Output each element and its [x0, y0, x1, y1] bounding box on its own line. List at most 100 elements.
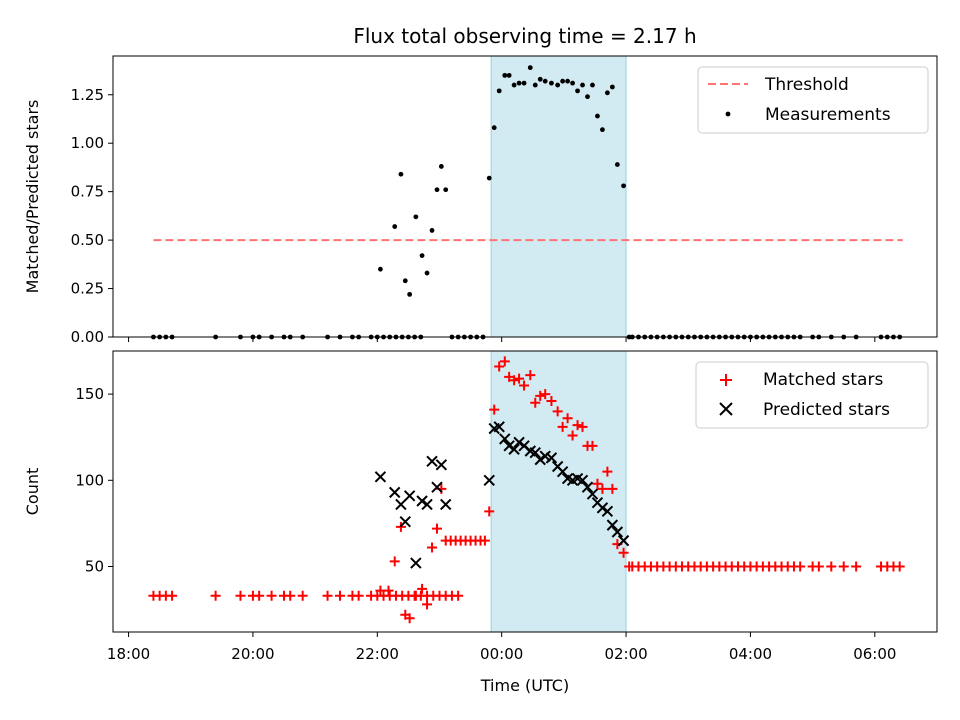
measurement-point	[434, 187, 440, 193]
measurement-point	[580, 82, 585, 88]
measurement-point	[398, 171, 404, 177]
y-tick-label: 0.00	[71, 328, 104, 346]
measurement-point	[590, 82, 595, 88]
matched-star-point	[509, 375, 520, 386]
matched-star-point	[210, 590, 221, 601]
predicted-star-point	[435, 459, 448, 471]
measurement-point	[609, 84, 615, 90]
matched-star-point	[519, 380, 530, 391]
measurement-point	[542, 78, 548, 84]
axes-frame	[112, 350, 938, 633]
chart-title: Flux total observing time = 2.17 h	[353, 24, 696, 48]
predicted-star-point	[395, 498, 407, 511]
x-tick-label: 04:00	[729, 645, 772, 663]
matched-star-point	[489, 404, 500, 415]
matched-star-point	[587, 440, 598, 451]
predicted-star-point	[499, 433, 511, 445]
matched-star-point	[894, 561, 905, 572]
matched-star-point	[266, 590, 277, 601]
matched-star-point	[535, 390, 546, 401]
matched-star-point	[453, 590, 464, 601]
matched-star-point	[546, 395, 557, 406]
matched-star-point	[432, 523, 443, 534]
measurement-point	[614, 162, 620, 167]
predicted-star-point	[617, 534, 630, 547]
predicted-star-point	[440, 498, 452, 511]
matched-star-point	[484, 506, 495, 517]
legend-measurement-swatch	[725, 111, 731, 117]
measurement-point	[532, 82, 538, 88]
matched-star-point	[552, 406, 563, 417]
y-tick-label: 0.50	[71, 231, 104, 249]
legend-matched-label: Matched stars	[763, 370, 883, 390]
matched-star-point	[525, 370, 536, 381]
y-tick-label: 50	[85, 557, 104, 575]
measurement-point	[402, 278, 408, 284]
measurement-point	[419, 253, 425, 259]
measurement-point	[506, 72, 512, 78]
measurement-point	[491, 125, 497, 131]
axes-frame	[112, 55, 938, 338]
matched-star-point	[562, 413, 573, 424]
predicted-star-point	[611, 526, 624, 538]
predicted-star-point	[431, 481, 443, 493]
measurement-point	[521, 80, 527, 86]
measurement-point	[407, 291, 413, 297]
y-axis-label: Matched/Predicted stars	[23, 100, 42, 294]
legend-predicted-swatch	[719, 402, 733, 416]
measurement-point	[570, 80, 575, 86]
matched-star-point	[389, 556, 400, 567]
x-tick-label: 22:00	[356, 645, 399, 663]
predicted-star-point	[426, 455, 438, 468]
matched-star-point	[618, 547, 629, 558]
matched-star-point	[567, 430, 578, 441]
measurement-point	[595, 113, 600, 119]
matched-star-point	[602, 466, 613, 477]
predicted-star-point	[503, 440, 515, 452]
predicted-star-point	[581, 481, 594, 493]
observing-window-span	[491, 56, 627, 337]
matched-star-point	[795, 561, 806, 572]
matched-star-point	[557, 421, 568, 432]
measurement-point	[438, 164, 444, 169]
matched-star-point	[285, 590, 296, 601]
measurement-point	[486, 175, 492, 181]
predicted-star-point	[545, 452, 558, 464]
predicted-star-point	[389, 486, 401, 499]
measurement-point	[516, 80, 522, 86]
matched-star-point	[607, 483, 618, 494]
ratio-panel: 0.00 0.25 0.50 0.75 1.00 1.25 Matched/Predicte…	[23, 55, 938, 346]
measurement-point	[537, 76, 543, 82]
matched-star-point	[499, 356, 510, 367]
predicted-star-point	[601, 505, 614, 518]
measurement-point	[392, 224, 398, 229]
predicted-star-point	[508, 443, 520, 455]
matched-star-point	[592, 478, 603, 489]
matched-star-point	[597, 483, 608, 494]
y-tick-label: 0.75	[71, 183, 104, 201]
measurement-point	[555, 82, 561, 88]
matched-star-point	[417, 583, 428, 594]
predicted-star-point	[586, 488, 599, 500]
matched-star-point	[494, 361, 505, 372]
measurement-point	[549, 80, 554, 86]
x-tick-label: 02:00	[604, 645, 647, 663]
matched-star-point	[427, 542, 438, 553]
measurement-point	[511, 82, 517, 88]
x-tick-label: 20:00	[231, 645, 274, 663]
y-axis-label: Count	[23, 468, 42, 516]
x-tick-label: 06:00	[853, 645, 896, 663]
matched-star-point	[254, 590, 265, 601]
legend-measurement-label: Measurements	[765, 105, 891, 125]
measurement-point	[378, 266, 383, 272]
predicted-star-point	[534, 453, 546, 466]
predicted-star-point	[529, 447, 541, 459]
predicted-star-point	[421, 498, 433, 511]
y-tick-label: 0.25	[71, 280, 104, 298]
matched-star-point	[540, 389, 551, 400]
legend-threshold-label: Threshold	[764, 75, 849, 95]
y-tick-label: 150	[75, 385, 104, 403]
x-axis-label: Time (UTC)	[480, 676, 569, 695]
matched-star-point	[422, 599, 433, 610]
